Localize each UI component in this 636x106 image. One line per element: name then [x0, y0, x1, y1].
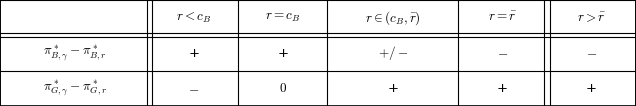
- Text: $r = c_B$: $r = c_B$: [265, 11, 301, 24]
- Bar: [547, 0, 636, 35]
- Bar: [238, 71, 328, 106]
- Text: $r = \bar{r}$: $r = \bar{r}$: [488, 11, 517, 24]
- Bar: [328, 35, 458, 71]
- Bar: [547, 35, 636, 71]
- Text: $r \in (c_B, \bar{r})$: $r \in (c_B, \bar{r})$: [365, 9, 420, 27]
- Bar: [149, 0, 238, 35]
- Text: $0$: $0$: [279, 82, 287, 95]
- Text: $-$: $-$: [497, 47, 508, 59]
- Text: $r < c_B$: $r < c_B$: [176, 10, 212, 25]
- Bar: [547, 71, 636, 106]
- Text: +: +: [387, 82, 398, 95]
- Text: $r > \bar{r}$: $r > \bar{r}$: [577, 11, 606, 25]
- Text: $-$: $-$: [188, 82, 200, 95]
- Bar: [458, 0, 547, 35]
- Text: +: +: [277, 47, 288, 59]
- Bar: [0, 0, 149, 35]
- Bar: [0, 71, 149, 106]
- Text: $+/-$: $+/-$: [378, 44, 408, 62]
- Bar: [0, 35, 149, 71]
- Bar: [458, 35, 547, 71]
- Bar: [149, 35, 238, 71]
- Bar: [238, 0, 328, 35]
- Bar: [328, 71, 458, 106]
- Bar: [238, 35, 328, 71]
- Text: $\pi^*_{G,\gamma} - \pi^*_{G,r}$: $\pi^*_{G,\gamma} - \pi^*_{G,r}$: [43, 79, 107, 98]
- Bar: [328, 0, 458, 35]
- Bar: [458, 71, 547, 106]
- Text: +: +: [497, 82, 508, 95]
- Text: $-$: $-$: [586, 47, 597, 59]
- Text: +: +: [586, 82, 597, 95]
- Text: $\pi^*_{B,\gamma} - \pi^*_{B,r}$: $\pi^*_{B,\gamma} - \pi^*_{B,r}$: [43, 43, 107, 63]
- Bar: [149, 71, 238, 106]
- Text: +: +: [188, 47, 200, 59]
